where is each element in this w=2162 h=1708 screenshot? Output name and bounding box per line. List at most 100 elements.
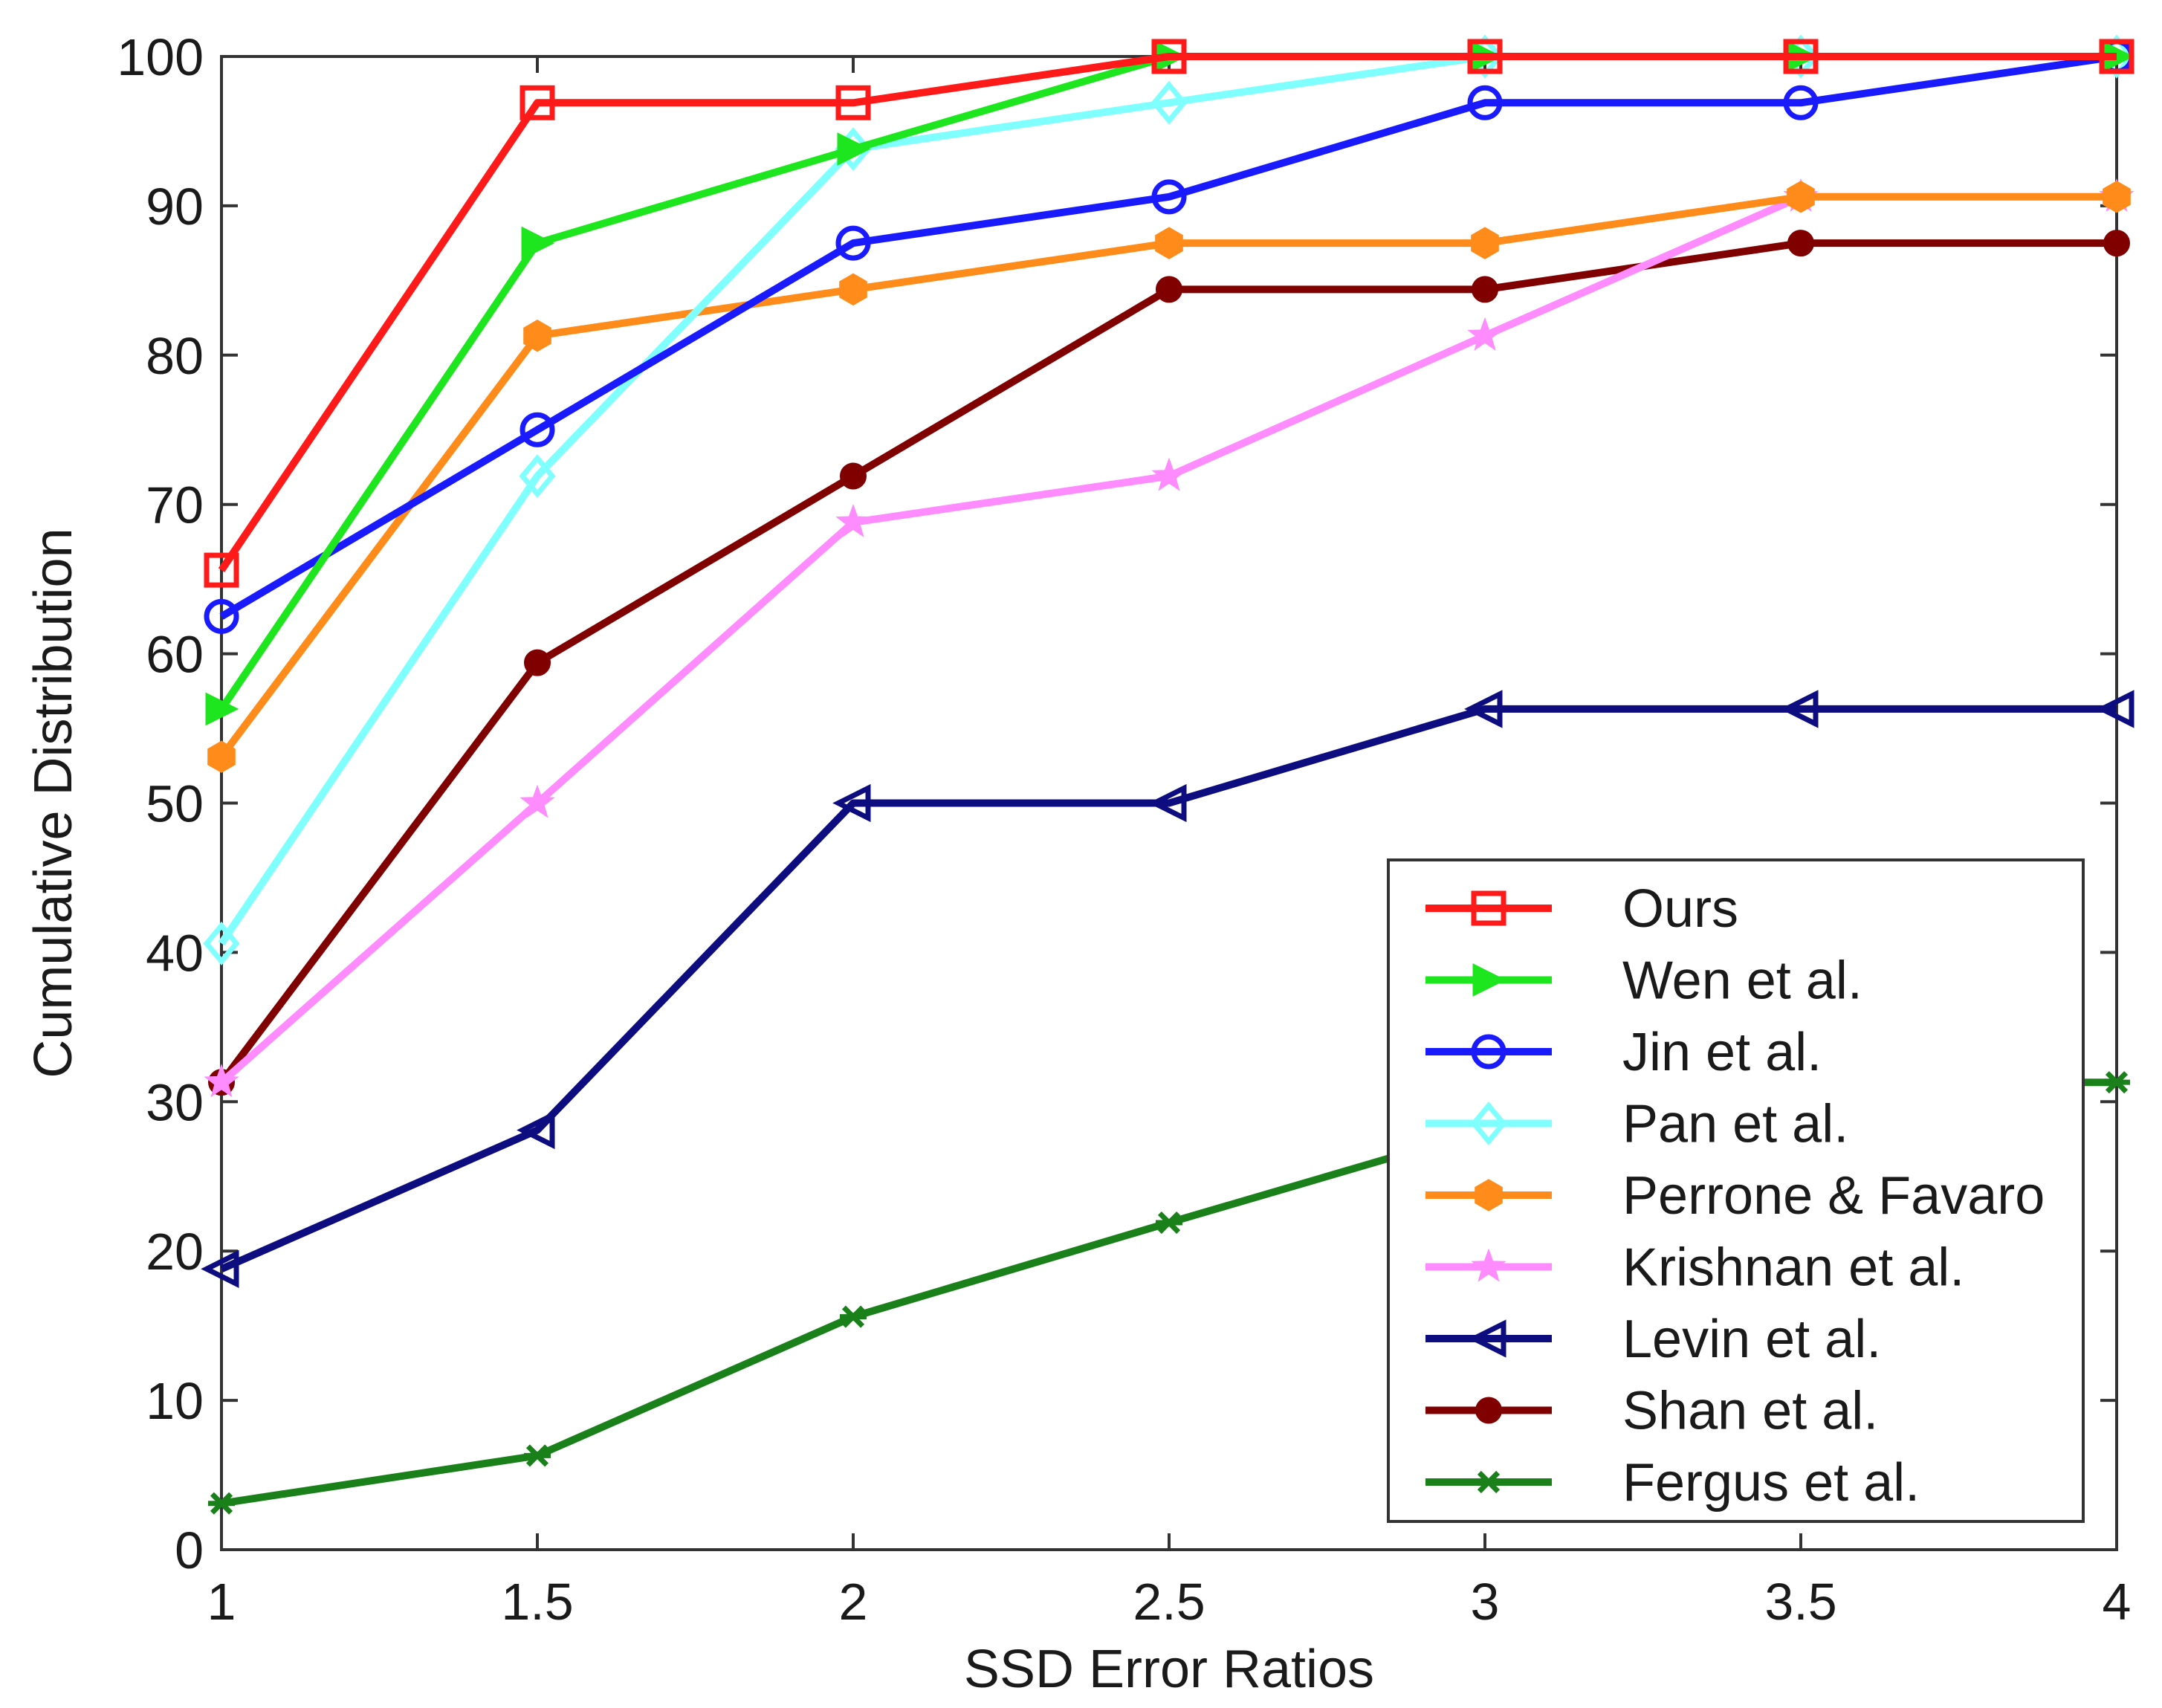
series-line <box>219 53 2117 620</box>
data-point <box>835 503 871 537</box>
x-tick-label: 3 <box>1471 1573 1500 1631</box>
data-point <box>1471 890 1506 926</box>
y-tick-label: 40 <box>146 924 204 982</box>
y-tick-label: 20 <box>146 1223 204 1281</box>
data-point <box>1472 963 1506 997</box>
legend-label: Wen et al. <box>1622 951 1862 1011</box>
data-point <box>837 132 871 166</box>
data-point <box>1471 1034 1506 1070</box>
data-point <box>1151 39 1187 74</box>
data-point <box>204 1064 239 1098</box>
legend-label: Jin et al. <box>1622 1023 1822 1082</box>
data-point <box>1470 1102 1507 1145</box>
x-axis-title: SSD Error Ratios <box>964 1640 1374 1699</box>
data-point <box>840 462 867 490</box>
data-point <box>839 273 867 306</box>
data-point <box>2096 690 2135 728</box>
x-tick-label: 2 <box>839 1573 868 1631</box>
data-point <box>2103 1071 2130 1094</box>
legend-item: Shan et al. <box>1425 1382 1878 1441</box>
legend: Ours Wen et al. Jin et al. Pan et al. Perron… <box>1387 858 2085 1523</box>
legend-label: Ours <box>1622 879 1738 939</box>
marker-stroke <box>2105 1071 2129 1094</box>
legend-label: Levin et al. <box>1622 1310 1881 1369</box>
marker-stroke <box>1157 1211 1181 1235</box>
data-point <box>1148 783 1187 823</box>
y-tick-label: 100 <box>117 28 204 86</box>
data-point <box>2103 181 2131 213</box>
data-point <box>1464 690 1503 728</box>
data-point <box>1475 1470 1502 1494</box>
data-point <box>524 649 551 676</box>
data-point <box>2103 230 2130 257</box>
marker-stroke <box>1477 1470 1501 1494</box>
y-tick-label: 0 <box>175 1521 204 1579</box>
legend-label: Shan et al. <box>1622 1382 1878 1441</box>
data-point <box>208 1492 235 1515</box>
y-tick-label: 80 <box>146 327 204 385</box>
data-point <box>1783 39 1819 74</box>
data-point <box>204 598 239 634</box>
data-point <box>204 552 239 588</box>
y-tick-label: 50 <box>146 775 204 833</box>
data-point <box>520 784 555 818</box>
data-point <box>840 1305 867 1328</box>
data-point <box>1151 179 1187 215</box>
legend-item: Jin et al. <box>1425 1023 1822 1082</box>
marker-stroke <box>841 1305 865 1328</box>
data-point <box>1467 39 1503 74</box>
data-point <box>1150 80 1188 125</box>
legend-item: Fergus et al. <box>1425 1453 1920 1513</box>
data-point <box>1471 1248 1506 1282</box>
series-group <box>201 34 2135 1515</box>
data-point <box>1467 85 1503 120</box>
data-point <box>1475 1397 1502 1424</box>
data-point <box>1783 85 1819 120</box>
data-point <box>521 226 555 260</box>
x-tick-label: 1.5 <box>501 1573 573 1631</box>
legend-item: Ours <box>1425 879 1738 939</box>
data-point <box>205 692 239 726</box>
data-point <box>1156 276 1182 303</box>
data-point <box>1780 690 1819 728</box>
data-point <box>523 319 551 352</box>
y-tick-label: 30 <box>146 1073 204 1131</box>
x-tick-label: 4 <box>2103 1573 2132 1631</box>
y-tick-label: 90 <box>146 178 204 236</box>
y-tick-label: 60 <box>146 626 204 684</box>
data-point <box>201 1249 239 1288</box>
series-line <box>219 705 2117 1272</box>
series-5 <box>207 181 2131 773</box>
data-point <box>1787 230 1814 257</box>
data-point <box>1467 317 1503 351</box>
data-point <box>1151 457 1187 491</box>
legend-label: Pan et al. <box>1622 1095 1848 1154</box>
data-point <box>1468 1319 1506 1358</box>
x-tick-label: 1 <box>207 1573 236 1631</box>
data-point <box>207 740 236 773</box>
series-3 <box>204 39 2135 634</box>
data-point <box>1156 1211 1182 1235</box>
data-point <box>1787 181 1815 213</box>
series-8 <box>208 230 2130 1096</box>
marker-stroke <box>525 1444 549 1467</box>
x-tick-label: 2.5 <box>1133 1573 1205 1631</box>
data-point <box>517 1110 555 1150</box>
data-point <box>520 85 555 120</box>
legend-label: Fergus et al. <box>1622 1453 1920 1513</box>
data-point <box>519 454 556 498</box>
legend-item: Krishnan et al. <box>1425 1238 1964 1298</box>
legend-item: Levin et al. <box>1425 1310 1881 1369</box>
data-point <box>835 225 871 261</box>
data-point <box>1471 227 1499 259</box>
x-tick-label: 3.5 <box>1764 1573 1836 1631</box>
marker-stroke <box>210 1492 233 1515</box>
data-point <box>1155 227 1183 259</box>
series-7 <box>201 690 2135 1288</box>
data-point <box>2099 39 2135 74</box>
data-point <box>524 1444 551 1467</box>
data-point <box>1475 1179 1503 1212</box>
legend-label: Krishnan et al. <box>1622 1238 1964 1298</box>
